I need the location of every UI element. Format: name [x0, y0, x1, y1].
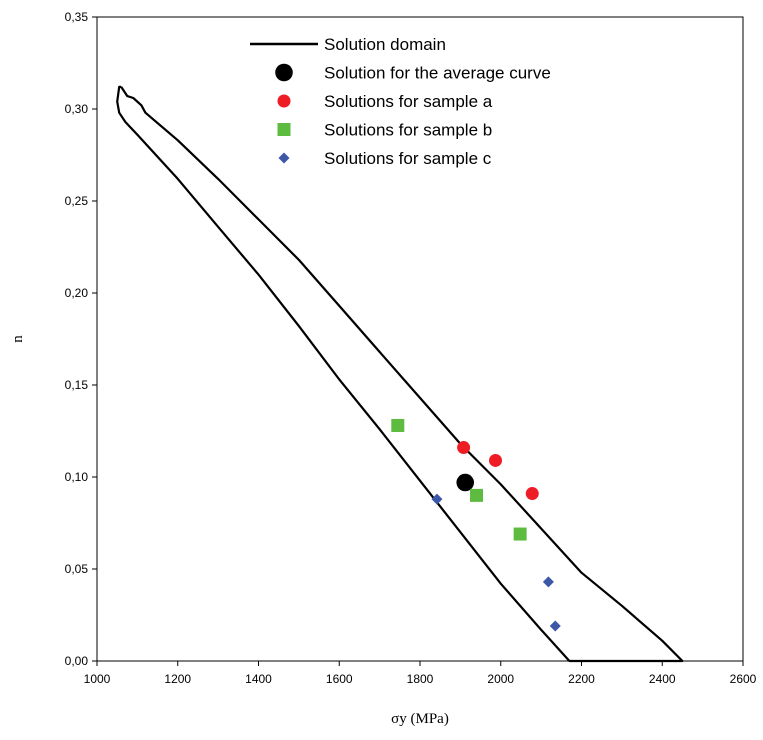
x-tick-label: 2600: [730, 672, 757, 686]
legend-marker-swatch: [277, 94, 291, 108]
x-tick-label: 2400: [649, 672, 676, 686]
data-point: [549, 620, 561, 632]
legend-marker-swatch: [277, 123, 291, 136]
data-point: [457, 441, 471, 455]
y-tick-label: 0,25: [65, 194, 89, 208]
data-point: [525, 487, 539, 501]
x-axis-title: σy (MPa): [391, 711, 449, 727]
legend: Solution domain Solution for the average …: [250, 35, 551, 168]
legend-label: Solution for the average curve: [324, 64, 551, 83]
y-tick-label: 0,35: [65, 10, 89, 24]
y-tick-label: 0,20: [65, 286, 89, 300]
plot-area: 0,00 0,05 0,10 0,15 0,20 0,25 0,30 0,35 1000 120…: [65, 10, 757, 686]
x-axis: 1000 1200 1400 1600 1800 2000 2200 2400 2600: [84, 661, 757, 686]
x-tick-label: 1600: [326, 672, 353, 686]
solution-domain-line: [116, 85, 684, 663]
x-tick-label: 1200: [164, 672, 191, 686]
x-tick-label: 2200: [568, 672, 595, 686]
data-point: [470, 488, 484, 502]
y-tick-label: 0,10: [65, 470, 89, 484]
y-tick-label: 0,15: [65, 378, 89, 392]
series-layer: [116, 85, 684, 663]
legend-marker-swatch: [275, 63, 293, 82]
legend-label: Solutions for sample a: [324, 92, 493, 111]
data-point: [456, 473, 474, 492]
data-point: [513, 527, 527, 541]
legend-marker-swatch: [278, 152, 290, 164]
y-tick-label: 0,30: [65, 102, 89, 116]
x-tick-label: 1000: [84, 672, 111, 686]
y-axis-title: n: [10, 335, 26, 343]
plot-frame: [96, 16, 744, 662]
x-tick-label: 2000: [487, 672, 514, 686]
y-tick-label: 0,05: [65, 562, 89, 576]
data-point: [391, 418, 405, 432]
data-point: [489, 453, 503, 467]
legend-label: Solution domain: [324, 35, 446, 54]
data-point: [542, 576, 554, 588]
legend-label: Solutions for sample b: [324, 121, 492, 140]
y-tick-label: 0,00: [65, 654, 89, 668]
data-point: [431, 493, 443, 505]
y-axis: 0,00 0,05 0,10 0,15 0,20 0,25 0,30 0,35: [65, 10, 97, 668]
x-tick-label: 1800: [407, 672, 434, 686]
x-tick-label: 1400: [245, 672, 272, 686]
legend-label: Solutions for sample c: [324, 149, 492, 168]
